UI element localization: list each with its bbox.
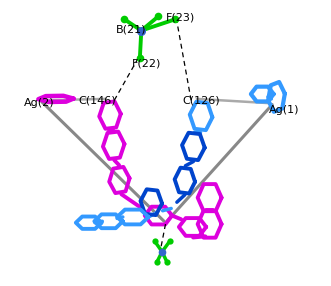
Text: C(126): C(126) bbox=[183, 95, 220, 105]
Text: Ag(2): Ag(2) bbox=[24, 98, 54, 108]
Text: F(23): F(23) bbox=[166, 12, 195, 22]
Text: Ag(1): Ag(1) bbox=[268, 105, 299, 115]
Text: F(22): F(22) bbox=[132, 58, 161, 68]
Text: B(21): B(21) bbox=[116, 24, 146, 34]
Text: C(146): C(146) bbox=[79, 95, 116, 105]
